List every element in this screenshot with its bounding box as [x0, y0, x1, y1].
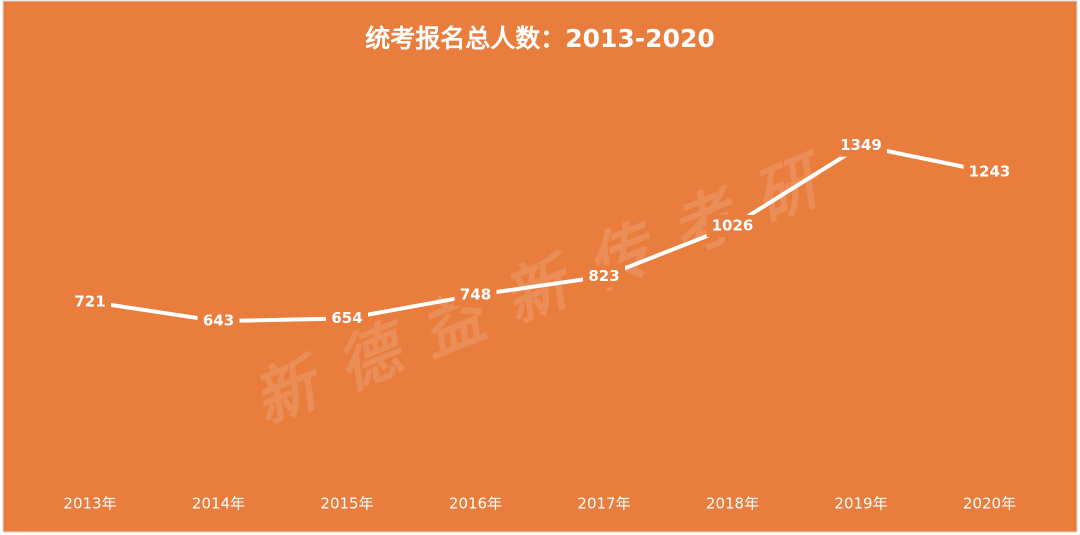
data-label-background [69, 290, 111, 313]
data-label-background [326, 307, 368, 330]
x-tick-label: 2019年 [834, 495, 887, 513]
x-tick-label: 2014年 [192, 495, 245, 513]
x-tick-label: 2015年 [320, 495, 373, 513]
x-tick-label: 2016年 [449, 495, 502, 513]
x-tick-label: 2020年 [963, 495, 1016, 513]
x-tick-label: 2018年 [706, 495, 759, 513]
data-label: 1026 [712, 216, 754, 234]
x-tick-label: 2013年 [63, 495, 116, 513]
data-label-background [706, 214, 759, 237]
data-label-background [197, 310, 240, 333]
data-label-background [454, 284, 497, 307]
data-label: 748 [460, 286, 491, 304]
data-label: 1243 [969, 163, 1011, 181]
x-tick-label: 2017年 [577, 495, 630, 513]
data-label: 654 [331, 309, 362, 327]
data-label-background [583, 265, 625, 288]
data-label-background [835, 134, 887, 157]
chart-title: 统考报名总人数：2013-2020 [365, 24, 715, 53]
data-label-background [963, 161, 1016, 184]
line [89, 143, 990, 324]
data-label: 823 [588, 267, 619, 285]
data-label: 721 [74, 292, 105, 310]
data-label: 1349 [840, 136, 882, 154]
data-label: 643 [203, 312, 234, 330]
